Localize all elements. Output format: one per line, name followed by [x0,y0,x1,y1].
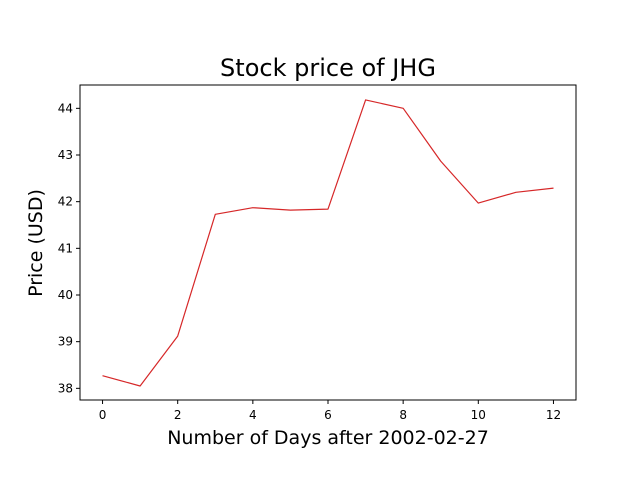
data-point [287,207,293,213]
y-tick-label: 42 [58,195,73,209]
x-tick-label: 2 [174,408,182,422]
y-tick-label: 40 [58,288,73,302]
data-point [363,97,369,103]
x-tick-label: 8 [399,408,407,422]
y-tick-label: 44 [58,101,73,115]
y-tick-label: 38 [58,381,73,395]
data-point [100,373,106,379]
price-line [102,99,554,387]
x-axis-label: Number of Days after 2002-02-27 [167,427,489,449]
data-point [212,211,218,217]
x-tick-label: 10 [471,408,486,422]
data-point [400,105,406,111]
data-point [438,158,444,164]
data-point [325,206,331,212]
series-layer [100,97,557,389]
chart-title: Stock price of JHG [220,54,436,82]
data-point [137,383,143,389]
plot-area: 0 2 4 6 8 10 12 38 39 40 41 42 43 44 [58,84,577,422]
x-tick-label: 6 [324,408,332,422]
data-point [175,333,181,339]
x-axis: 0 2 4 6 8 10 12 [99,400,561,422]
data-point [475,200,481,206]
data-point [513,189,519,195]
data-point [250,205,256,211]
y-axis: 38 39 40 41 42 43 44 [58,101,80,395]
y-tick-label: 43 [58,148,73,162]
y-tick-label: 39 [58,335,73,349]
x-tick-label: 4 [249,408,257,422]
y-tick-label: 41 [58,241,73,255]
x-tick-label: 12 [546,408,561,422]
y-axis-label: Price (USD) [25,189,47,297]
x-tick-label: 0 [99,408,107,422]
data-point [551,185,557,191]
